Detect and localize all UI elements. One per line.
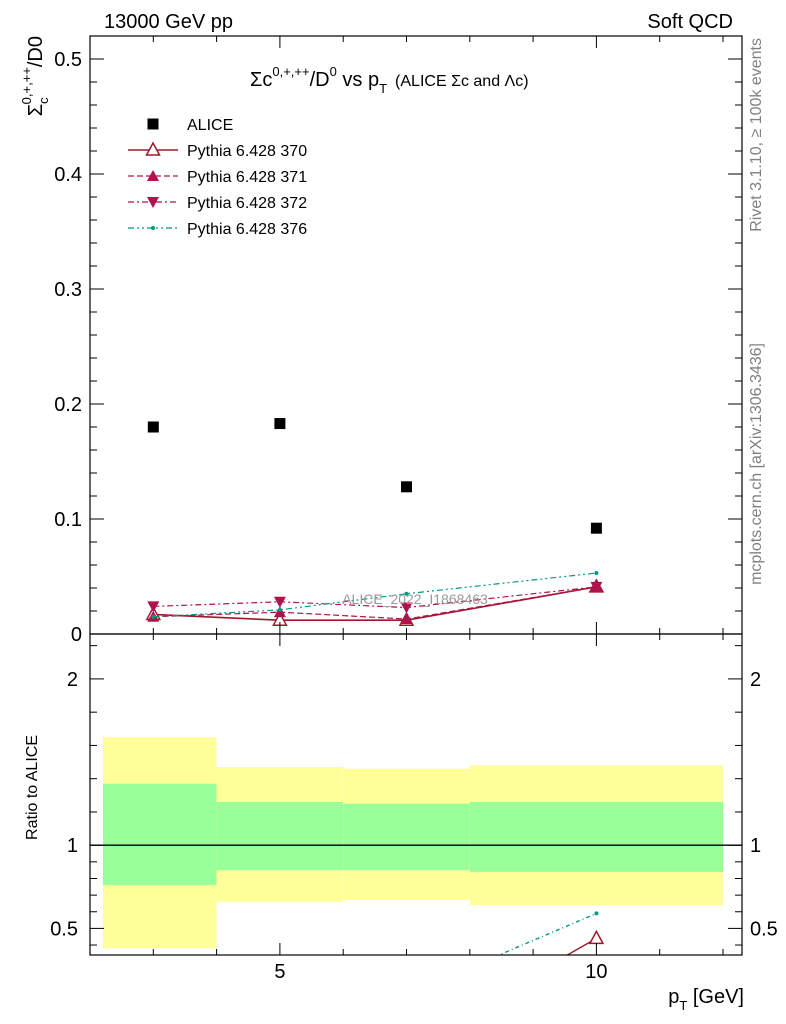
data-point <box>147 421 159 433</box>
main-ylabel: Σc0,+,++/D0 <box>19 36 51 116</box>
main-ylabel-sup: 0,+,++ <box>19 67 34 104</box>
main-plot-axis-layer: 0 0.1 0.2 0.3 0.4 0.5 <box>54 35 742 646</box>
legend-label: Pythia 6.428 371 <box>187 169 307 186</box>
series-3 <box>147 581 603 614</box>
y-tick-label: 0.4 <box>54 164 82 186</box>
legend-label: Pythia 6.428 376 <box>187 221 307 238</box>
data-point <box>277 607 282 612</box>
ratio-y-tick-label: 2 <box>67 669 78 691</box>
data-point <box>400 602 413 614</box>
watermark-label: ALICE_2022_I1868463 <box>342 591 488 607</box>
uncertainty-band-inner <box>343 803 470 871</box>
plot-title-sup1: 0,+,++ <box>272 64 309 79</box>
legend-entry: Pythia 6.428 370 <box>128 141 307 160</box>
legend-marker <box>151 226 155 230</box>
main-ylabel-tail: /D0 <box>25 36 47 67</box>
uncertainty-band-inner <box>103 783 217 886</box>
data-point <box>401 481 413 493</box>
x-tick-label: 10 <box>585 961 607 983</box>
ratio-xlabel-tail: [GeV] <box>687 986 744 1008</box>
series-line-2 <box>153 586 597 620</box>
legend-label: Pythia 6.428 372 <box>187 195 307 212</box>
ratio-y-tick-label: 0.5 <box>50 918 78 940</box>
side-label-bottom: mcplots.cern.ch [arXiv:1306.3436] <box>748 343 765 585</box>
plot-title-main: Σc <box>250 69 272 91</box>
y-tick-label: 0.2 <box>54 394 82 416</box>
legend-entry: Pythia 6.428 372 <box>128 195 307 212</box>
series-line-1 <box>153 586 597 622</box>
data-point <box>274 418 286 430</box>
main-plot-panel: ALICE_2022_I1868463 00.10.20.30.40.5 Σc0… <box>19 35 743 646</box>
plot-title-vs: vs p <box>337 69 379 91</box>
main-ylabel-sub: c <box>36 97 51 104</box>
legend-label: ALICE <box>187 117 233 134</box>
y-tick-label: 0.1 <box>54 509 82 531</box>
plot-title-sup2: 0 <box>330 64 337 79</box>
legend-entry: Pythia 6.428 376 <box>128 221 307 238</box>
ratio-xlabel-main: p <box>668 986 679 1008</box>
ratio-y-tick-label-right: 0.5 <box>750 918 778 940</box>
plot-title-extra: (ALICE Σc and Λc) <box>395 73 529 90</box>
x-tick-label: 5 <box>274 961 285 983</box>
ratio-plot-panel: 5 10 0.5 0.5 1 1 2 2 Ratio to ALICE pT [GeV] <box>24 633 778 1013</box>
legend-marker <box>147 197 159 208</box>
data-point <box>590 522 602 534</box>
data-point <box>590 581 603 593</box>
series-0 <box>147 418 602 534</box>
data-point <box>400 613 413 625</box>
legend-entry: ALICE <box>147 117 233 134</box>
ratio-data-point <box>594 911 599 916</box>
ratio-xlabel: pT [GeV] <box>668 986 744 1013</box>
ratio-series-line <box>497 912 597 955</box>
y-tick-label: 0.5 <box>54 49 82 71</box>
ratio-ylabel: Ratio to ALICE <box>24 735 41 840</box>
ratio-plot-data-layer <box>90 737 742 955</box>
y-tick-label: 0 <box>71 624 82 646</box>
uncertainty-band-inner <box>216 801 344 871</box>
category-label: Soft QCD <box>647 11 733 33</box>
legend-marker <box>145 141 161 156</box>
main-plot-data-layer <box>145 418 605 626</box>
y-tick-label: 0.3 <box>54 279 82 301</box>
ratio-series-line <box>565 937 597 955</box>
series-line-4 <box>153 572 597 618</box>
ratio-series-layer <box>497 911 605 955</box>
ratio-y-tick-label-right: 1 <box>750 835 761 857</box>
data-point <box>404 591 409 596</box>
uncertainty-band-inner <box>469 801 724 872</box>
data-point <box>151 614 156 619</box>
energy-label: 13000 GeV pp <box>104 11 233 33</box>
side-label-top: Rivet 3.1.10, ≥ 100k events <box>748 38 765 232</box>
legend-marker <box>147 118 159 130</box>
legend-marker <box>147 170 159 181</box>
plot-title-sub: T <box>379 81 387 96</box>
data-point <box>594 571 599 576</box>
plot-title-mid: /D <box>310 69 330 91</box>
legend-label: Pythia 6.428 370 <box>187 143 307 160</box>
plot-title: Σc0,+,++/D0 vs pT (ALICE Σc and Λc) <box>250 64 529 96</box>
series-4 <box>151 571 599 619</box>
ratio-plot-frame <box>89 633 743 956</box>
ratio-data-point <box>588 929 605 945</box>
legend: ALICE Pythia 6.428 370 Pythia 6.428 371 Pyt… <box>128 117 307 238</box>
data-point <box>273 596 286 608</box>
data-point <box>147 601 160 613</box>
ratio-y-tick-label-right: 2 <box>750 669 761 691</box>
ratio-plot-axis-layer: 5 10 0.5 0.5 1 1 2 2 <box>50 634 778 983</box>
ratio-y-tick-label: 1 <box>67 835 78 857</box>
legend-entry: Pythia 6.428 371 <box>128 169 307 186</box>
main-ylabel-main: Σ <box>25 104 47 116</box>
ratio-xlabel-sub: T <box>679 998 687 1013</box>
